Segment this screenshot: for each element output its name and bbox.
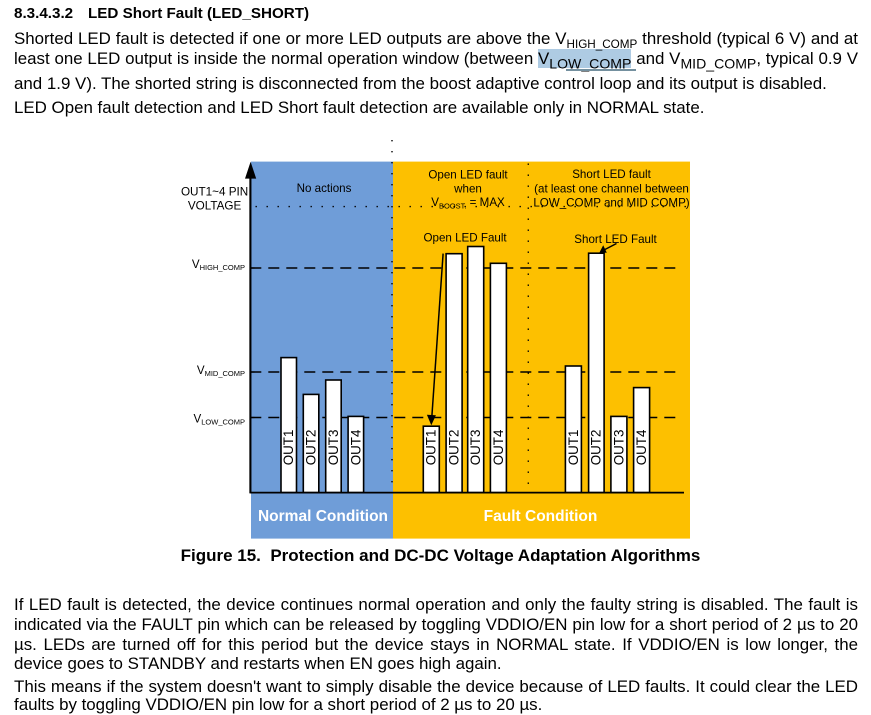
svg-text:VLOW_COMP: VLOW_COMP — [194, 412, 246, 426]
svg-text:OUT1: OUT1 — [566, 430, 581, 466]
svg-text:Fault Condition: Fault Condition — [484, 508, 598, 525]
svg-text:OUT2: OUT2 — [304, 430, 319, 466]
svg-text:Open LED Fault: Open LED Fault — [424, 232, 508, 245]
svg-text:Short LED fault: Short LED fault — [572, 168, 651, 181]
svg-text:No actions: No actions — [297, 182, 352, 195]
svg-text:Open LED fault: Open LED fault — [428, 168, 508, 181]
svg-text:LOW_COMP and MID COMP): LOW_COMP and MID COMP) — [533, 196, 689, 209]
svg-text:OUT4: OUT4 — [491, 429, 506, 465]
svg-text:when: when — [453, 183, 482, 196]
svg-text:VHIGH_COMP: VHIGH_COMP — [192, 258, 245, 272]
svg-text:OUT2: OUT2 — [589, 430, 604, 466]
svg-text:Normal Condition: Normal Condition — [258, 508, 388, 525]
svg-text:OUT1~4 PIN: OUT1~4 PIN — [181, 185, 248, 198]
svg-text:OUT2: OUT2 — [447, 430, 462, 466]
svg-text:VOLTAGE: VOLTAGE — [188, 200, 242, 213]
svg-text:Short LED Fault: Short LED Fault — [574, 233, 657, 246]
svg-text:OUT3: OUT3 — [468, 430, 483, 466]
svg-text:OUT3: OUT3 — [326, 430, 341, 466]
svg-text:OUT4: OUT4 — [348, 429, 363, 465]
svg-text:VMID_COMP: VMID_COMP — [197, 364, 245, 378]
svg-text:(at least one channel between: (at least one channel between — [534, 183, 689, 196]
svg-text:OUT1: OUT1 — [281, 430, 296, 466]
svg-text:OUT1: OUT1 — [424, 430, 439, 466]
svg-text:OUT3: OUT3 — [611, 430, 626, 466]
svg-text:OUT4: OUT4 — [634, 429, 649, 465]
